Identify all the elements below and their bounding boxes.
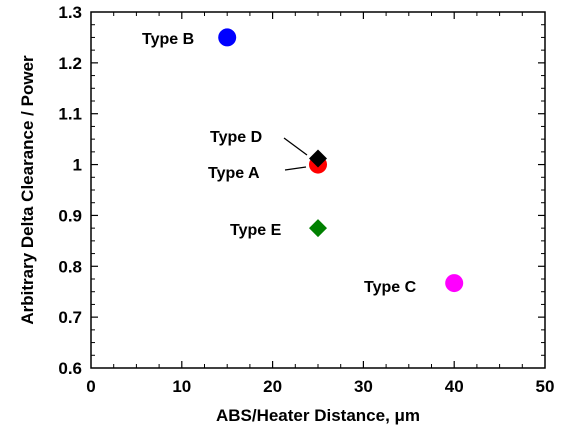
y-tick-label: 0.8 bbox=[58, 257, 82, 276]
y-axis-label: Arbitrary Delta Clearance / Power bbox=[18, 55, 37, 325]
x-tick-label: 0 bbox=[86, 377, 95, 396]
x-tick-label: 20 bbox=[263, 377, 282, 396]
x-tick-label: 10 bbox=[172, 377, 191, 396]
y-tick-label: 1 bbox=[73, 156, 82, 175]
y-tick-label: 0.9 bbox=[58, 206, 82, 225]
data-points bbox=[218, 28, 464, 293]
label-type-b: Type B bbox=[142, 31, 194, 48]
x-axis: 0 10 20 30 40 50 bbox=[86, 12, 554, 396]
point-labels: Type A Type B Type C Type D Type E bbox=[142, 31, 417, 296]
y-tick-label: 1.3 bbox=[58, 3, 82, 22]
x-tick-label: 40 bbox=[445, 377, 464, 396]
leader-line bbox=[284, 166, 307, 171]
label-type-a: Type A bbox=[208, 165, 260, 182]
x-tick-label: 30 bbox=[354, 377, 373, 396]
x-axis-label: ABS/Heater Distance, μm bbox=[216, 406, 420, 425]
label-type-d: Type D bbox=[210, 129, 262, 146]
point-type-e bbox=[309, 219, 327, 238]
y-tick-label: 1.2 bbox=[58, 54, 82, 73]
label-leader-lines bbox=[283, 137, 308, 171]
plot-area bbox=[90, 11, 546, 369]
y-tick-label: 0.7 bbox=[58, 308, 82, 327]
point-type-c bbox=[445, 274, 464, 293]
y-tick-label: 0.6 bbox=[58, 359, 82, 378]
point-type-d bbox=[309, 149, 327, 168]
label-type-e: Type E bbox=[230, 222, 282, 239]
x-tick-label: 50 bbox=[536, 377, 555, 396]
label-type-c: Type C bbox=[364, 279, 417, 296]
point-type-b bbox=[218, 28, 237, 47]
y-axis: 0.6 0.7 0.8 0.9 1 1.1 1.2 1.3 bbox=[58, 3, 545, 378]
leader-line bbox=[283, 137, 308, 156]
y-tick-label: 1.1 bbox=[58, 105, 82, 124]
